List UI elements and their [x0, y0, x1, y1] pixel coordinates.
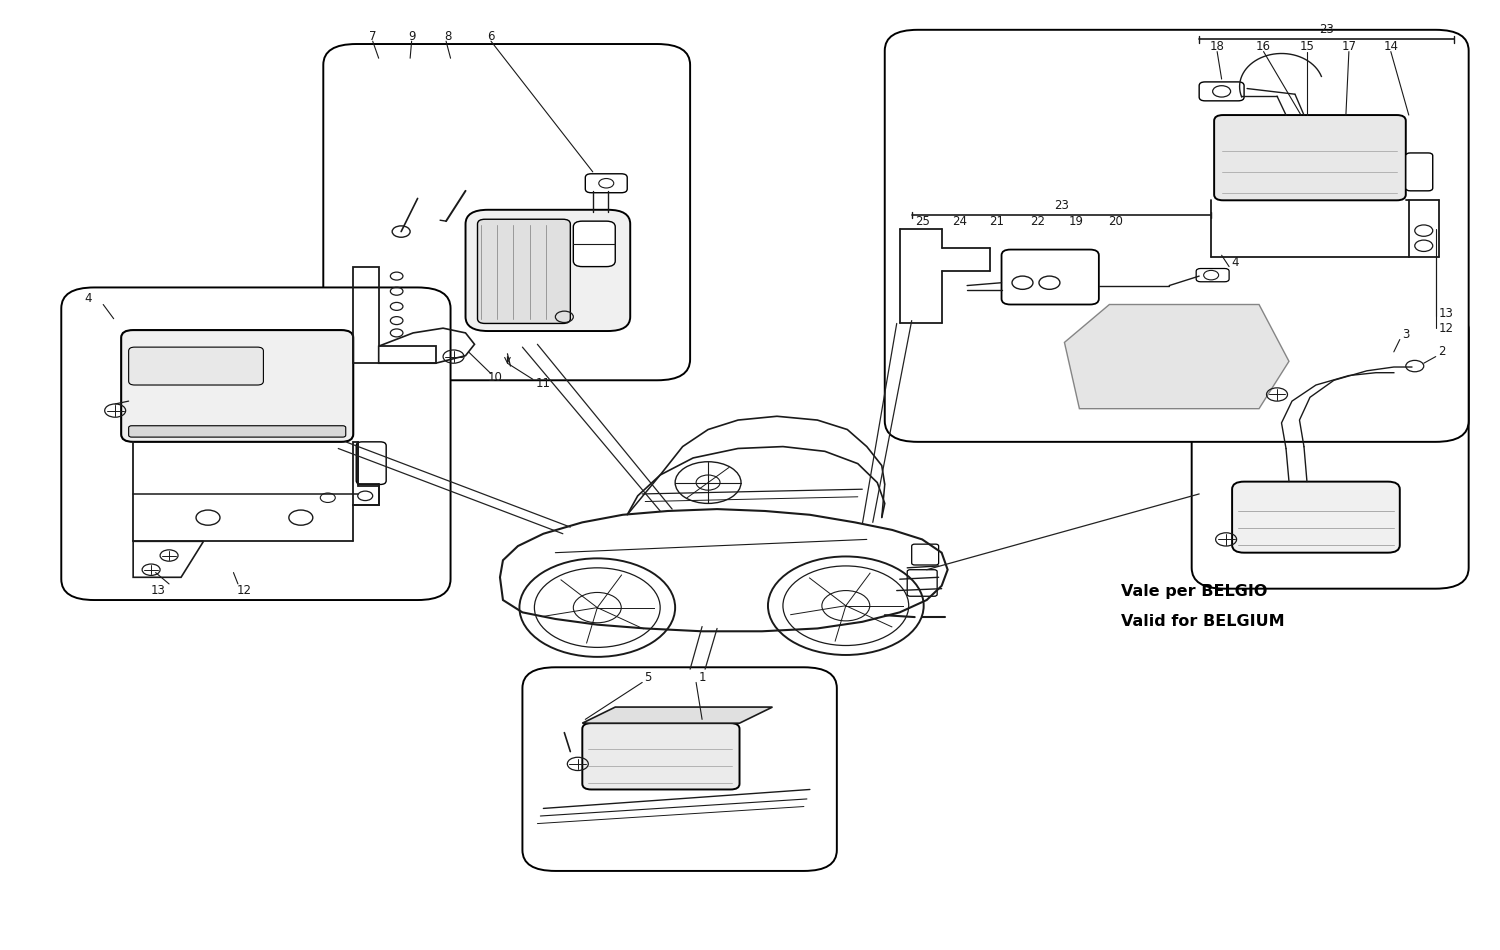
- Text: 13: 13: [1438, 308, 1454, 320]
- Text: 25: 25: [915, 215, 930, 228]
- Text: 1: 1: [699, 672, 706, 684]
- FancyBboxPatch shape: [908, 570, 938, 597]
- Text: 8: 8: [444, 30, 452, 43]
- FancyBboxPatch shape: [1191, 310, 1468, 589]
- Text: 21: 21: [990, 215, 1005, 228]
- FancyBboxPatch shape: [885, 29, 1468, 442]
- FancyBboxPatch shape: [582, 723, 740, 789]
- FancyBboxPatch shape: [1406, 153, 1432, 191]
- FancyBboxPatch shape: [1002, 250, 1100, 305]
- FancyBboxPatch shape: [573, 221, 615, 267]
- Text: 3: 3: [1402, 329, 1410, 341]
- Text: 2: 2: [1438, 346, 1446, 358]
- FancyBboxPatch shape: [1198, 82, 1243, 101]
- FancyBboxPatch shape: [122, 330, 352, 442]
- Text: 13: 13: [152, 584, 166, 597]
- Text: 4: 4: [84, 293, 92, 305]
- FancyBboxPatch shape: [324, 44, 690, 380]
- Polygon shape: [582, 707, 772, 723]
- Text: 22: 22: [1030, 215, 1045, 228]
- Text: 24: 24: [952, 215, 968, 228]
- FancyBboxPatch shape: [1196, 269, 1228, 282]
- Text: 12: 12: [237, 584, 252, 597]
- Text: Vale per BELGIO: Vale per BELGIO: [1122, 584, 1268, 599]
- Text: 23: 23: [1054, 199, 1070, 212]
- Text: 7: 7: [369, 30, 376, 43]
- Text: 9: 9: [408, 30, 416, 43]
- FancyBboxPatch shape: [356, 442, 386, 484]
- FancyBboxPatch shape: [1214, 115, 1406, 200]
- FancyBboxPatch shape: [477, 219, 570, 323]
- Text: 4: 4: [1232, 256, 1239, 269]
- Text: 19: 19: [1070, 215, 1084, 228]
- FancyBboxPatch shape: [1390, 355, 1438, 376]
- FancyBboxPatch shape: [129, 426, 345, 437]
- Text: 6: 6: [488, 30, 495, 43]
- Text: 11: 11: [536, 376, 550, 390]
- FancyBboxPatch shape: [1232, 482, 1400, 553]
- Text: 16: 16: [1256, 40, 1270, 53]
- Text: 5: 5: [645, 672, 652, 684]
- Text: Valid for BELGIUM: Valid for BELGIUM: [1122, 615, 1286, 629]
- Text: 14: 14: [1383, 40, 1398, 53]
- Text: 18: 18: [1209, 40, 1224, 53]
- Text: 12: 12: [1438, 322, 1454, 334]
- Text: 23: 23: [1318, 24, 1334, 36]
- Text: 15: 15: [1299, 40, 1314, 53]
- FancyBboxPatch shape: [585, 174, 627, 193]
- FancyBboxPatch shape: [912, 544, 939, 565]
- Polygon shape: [1065, 305, 1288, 408]
- FancyBboxPatch shape: [129, 347, 264, 385]
- Text: 17: 17: [1341, 40, 1356, 53]
- FancyBboxPatch shape: [465, 210, 630, 331]
- Text: 20: 20: [1108, 215, 1124, 228]
- Text: 10: 10: [488, 370, 502, 384]
- FancyBboxPatch shape: [62, 288, 450, 600]
- FancyBboxPatch shape: [522, 667, 837, 871]
